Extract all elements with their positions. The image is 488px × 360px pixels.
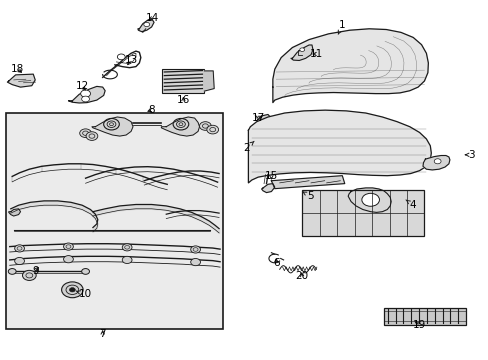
Text: 16: 16 <box>176 95 190 105</box>
Circle shape <box>69 288 75 292</box>
Polygon shape <box>290 45 312 60</box>
Text: 10: 10 <box>76 289 92 300</box>
Polygon shape <box>9 209 20 216</box>
Polygon shape <box>272 29 427 103</box>
Polygon shape <box>248 110 430 183</box>
Circle shape <box>206 125 218 134</box>
Text: 12: 12 <box>75 81 89 91</box>
Circle shape <box>433 159 440 164</box>
Circle shape <box>15 257 24 265</box>
Polygon shape <box>161 117 199 136</box>
Polygon shape <box>422 156 449 170</box>
Bar <box>162 69 204 93</box>
Circle shape <box>199 122 211 130</box>
Circle shape <box>8 269 16 274</box>
Circle shape <box>299 48 304 51</box>
Circle shape <box>86 132 98 140</box>
Text: 20: 20 <box>295 271 308 282</box>
Polygon shape <box>138 19 154 32</box>
Text: 2: 2 <box>243 141 254 153</box>
Polygon shape <box>271 176 344 189</box>
Circle shape <box>22 270 36 280</box>
Polygon shape <box>68 86 105 103</box>
Circle shape <box>361 193 379 206</box>
Polygon shape <box>92 117 133 136</box>
Text: 7: 7 <box>99 329 106 339</box>
Circle shape <box>63 243 73 250</box>
Polygon shape <box>256 114 271 124</box>
Text: 8: 8 <box>148 105 155 115</box>
Text: 13: 13 <box>124 55 138 66</box>
Polygon shape <box>7 74 35 87</box>
Polygon shape <box>347 188 390 212</box>
Circle shape <box>63 256 73 263</box>
Circle shape <box>81 96 89 102</box>
Text: 9: 9 <box>32 266 39 276</box>
Text: 6: 6 <box>272 258 279 268</box>
Text: 4: 4 <box>405 200 416 210</box>
Circle shape <box>190 246 200 253</box>
Circle shape <box>81 90 90 97</box>
Circle shape <box>190 258 200 266</box>
Bar <box>6 113 223 329</box>
Text: 18: 18 <box>10 64 24 74</box>
Circle shape <box>81 269 89 274</box>
Polygon shape <box>261 184 274 193</box>
Text: 17: 17 <box>251 113 264 123</box>
Circle shape <box>15 245 24 252</box>
Polygon shape <box>204 71 214 91</box>
Text: 1: 1 <box>338 20 345 34</box>
Circle shape <box>61 282 83 298</box>
Text: 5: 5 <box>303 191 313 201</box>
Circle shape <box>80 129 91 138</box>
Text: 19: 19 <box>412 320 426 330</box>
Text: 14: 14 <box>145 13 159 23</box>
Bar <box>302 190 424 236</box>
Circle shape <box>122 244 132 251</box>
Text: 15: 15 <box>264 171 278 181</box>
Bar <box>383 308 465 325</box>
Circle shape <box>117 54 125 60</box>
Circle shape <box>122 256 132 264</box>
Circle shape <box>143 22 149 27</box>
Text: 11: 11 <box>309 49 323 59</box>
Text: 3: 3 <box>465 150 474 160</box>
